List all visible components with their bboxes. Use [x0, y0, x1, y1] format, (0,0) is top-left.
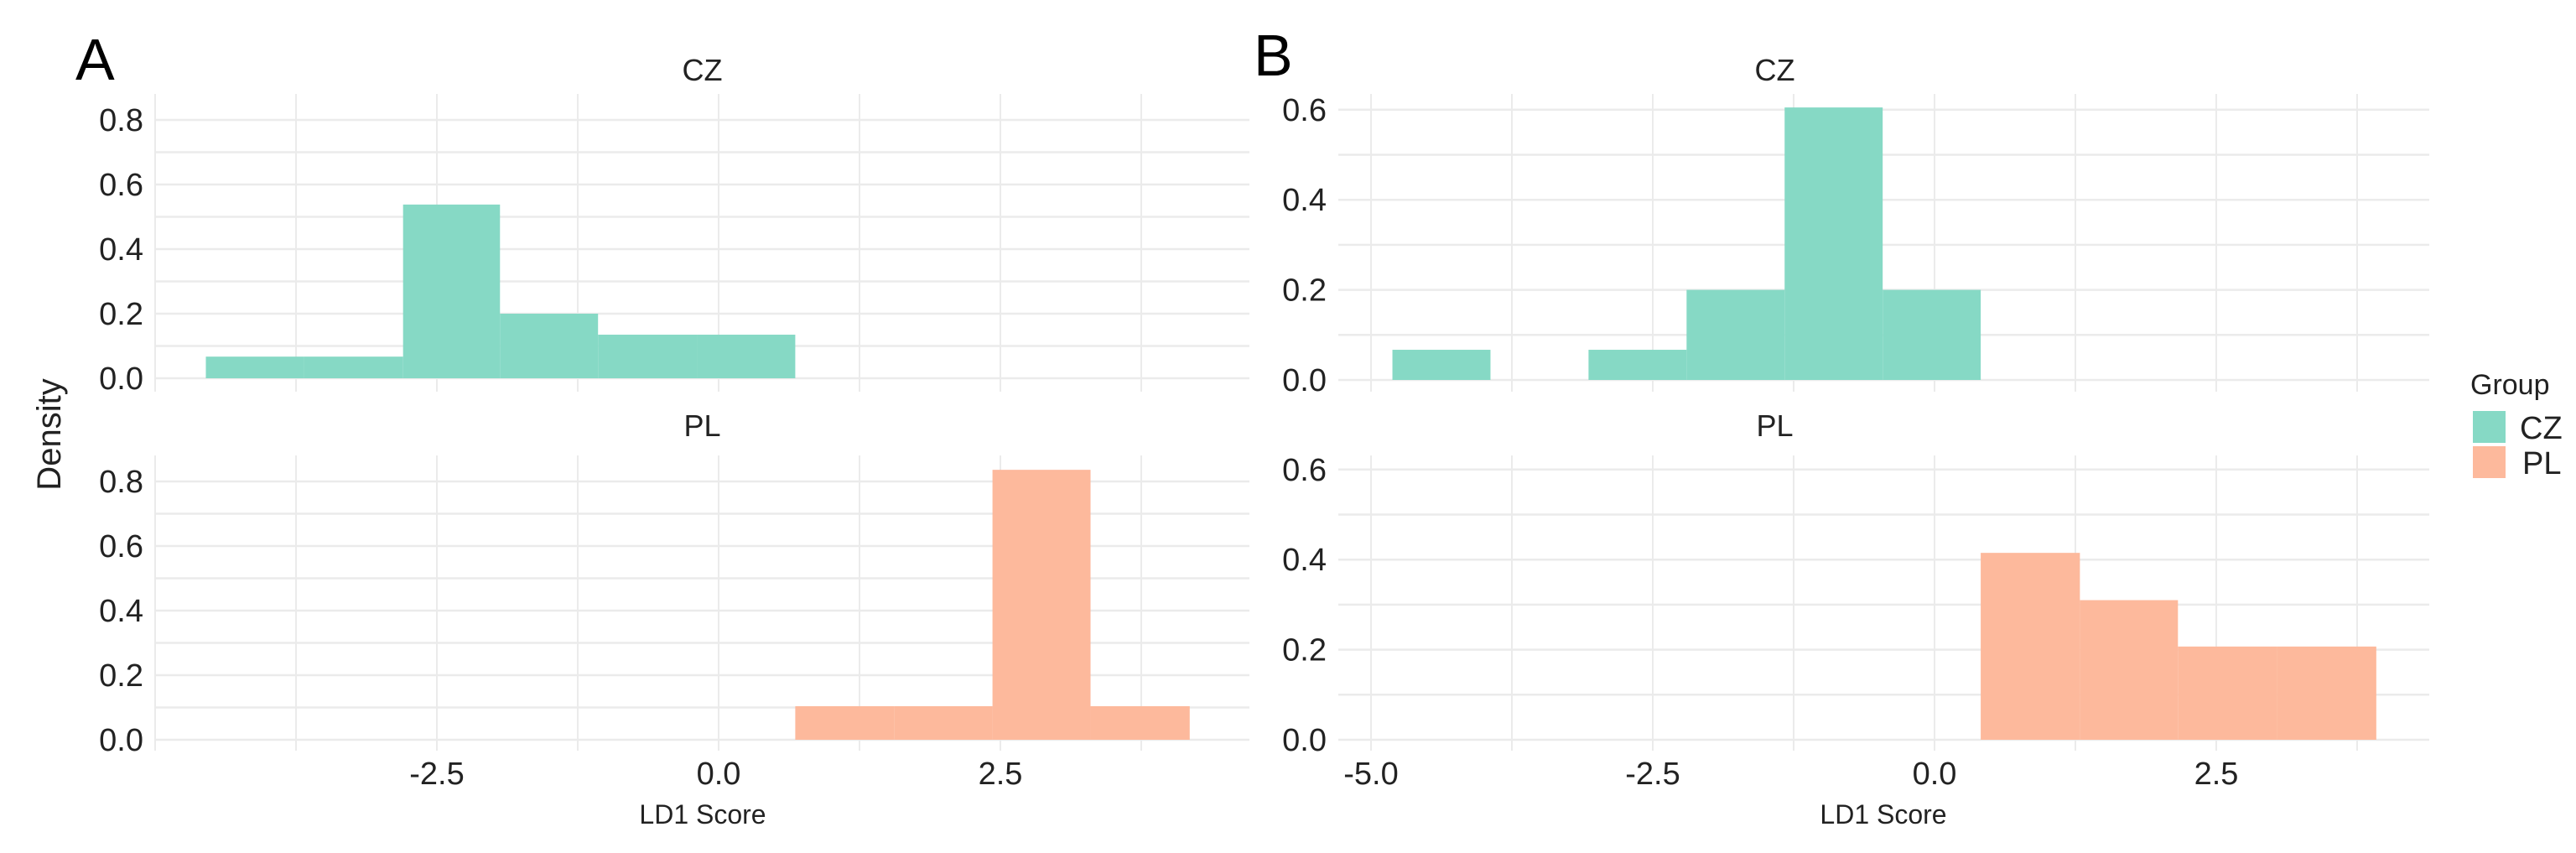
y-tick-label: 0.4: [99, 232, 143, 268]
y-tick-label: 0.4: [1282, 183, 1327, 218]
legend-title: Group: [2470, 369, 2550, 401]
facet-title: PL: [1756, 408, 1793, 443]
legend: Group CZ PL: [2470, 369, 2563, 481]
facet-cz: 0.0 0.2 0.4 0.6 0.8 CZ: [99, 53, 1249, 397]
legend-swatch-pl: [2473, 446, 2506, 478]
legend-label-pl: PL: [2522, 446, 2561, 481]
facet-title: CZ: [683, 53, 723, 87]
y-tick-label: 0.2: [99, 297, 143, 332]
histogram-bar-cz: [697, 335, 796, 378]
y-tick-label: 0.0: [1282, 363, 1327, 398]
facet-cz: 0.0 0.2 0.4 0.6 CZ: [1282, 53, 2429, 398]
histogram-bar-pl: [2080, 600, 2179, 740]
y-tick-label: 0.4: [1282, 543, 1327, 578]
y-tick-label: 0.0: [99, 723, 143, 758]
x-tick-label: 2.5: [2194, 757, 2239, 792]
facet-pl: 0.0 0.2 0.4 0.6 0.8 PL: [99, 408, 1249, 758]
x-axis-label-a: LD1 Score: [639, 799, 766, 830]
histogram-bar-cz: [1686, 289, 1785, 380]
histogram-bar-pl: [894, 705, 993, 740]
histogram-bar-pl: [992, 470, 1091, 740]
y-tick-label: 0.6: [1282, 93, 1327, 128]
y-tick-label: 0.2: [1282, 273, 1327, 309]
histogram-bar-cz: [304, 356, 403, 378]
panel-b: 0.0 0.2 0.4 0.6 CZ 0.0 0.2 0.4 0.6 PL -5.0 -2.5 0.0 2…: [1282, 53, 2429, 792]
y-tick-label: 0.8: [99, 465, 143, 500]
x-tick-label: 0.0: [1913, 757, 1957, 792]
x-axis-label-b: LD1 Score: [1820, 799, 1946, 830]
y-tick-label: 0.2: [1282, 633, 1327, 668]
x-tick-label: -2.5: [409, 757, 464, 792]
x-tick-label: -2.5: [1625, 757, 1680, 792]
histogram-bar-pl: [2277, 646, 2376, 740]
histogram-bar-pl: [1090, 705, 1190, 740]
histogram-bar-pl: [2178, 646, 2277, 740]
y-tick-label: 0.2: [99, 658, 143, 694]
y-tick-label: 0.8: [99, 103, 143, 138]
facet-title: PL: [683, 408, 720, 443]
panel-label-b: B: [1254, 23, 1293, 88]
y-tick-label: 0.0: [1282, 723, 1327, 758]
facet-title: CZ: [1755, 53, 1795, 87]
y-tick-label: 0.6: [99, 168, 143, 203]
histogram-bar-cz: [402, 204, 501, 378]
histogram-bar-pl: [795, 705, 895, 740]
panel-label-a: A: [75, 27, 115, 92]
facet-pl: 0.0 0.2 0.4 0.6 PL: [1282, 408, 2429, 758]
y-tick-label: 0.6: [1282, 453, 1327, 488]
histogram-bar-cz: [500, 314, 599, 378]
y-tick-label: 0.4: [99, 594, 143, 629]
histogram-bar-cz: [598, 335, 698, 378]
histogram-bar-cz: [1883, 289, 1981, 380]
legend-label-cz: CZ: [2520, 411, 2563, 446]
x-tick-label: -5.0: [1343, 757, 1398, 792]
y-tick-label: 0.6: [99, 529, 143, 564]
y-tick-label: 0.0: [99, 361, 143, 397]
histogram-bar-cz: [205, 356, 304, 378]
histogram-bar-cz: [1588, 350, 1687, 380]
y-axis-label: Density: [31, 378, 68, 490]
histogram-bar-pl: [1981, 553, 2080, 740]
histogram-bar-cz: [1784, 107, 1883, 381]
histogram-bar-cz: [1392, 350, 1491, 380]
x-tick-label: 0.0: [697, 757, 741, 792]
x-tick-label: 2.5: [979, 757, 1023, 792]
legend-swatch-cz: [2473, 411, 2506, 443]
